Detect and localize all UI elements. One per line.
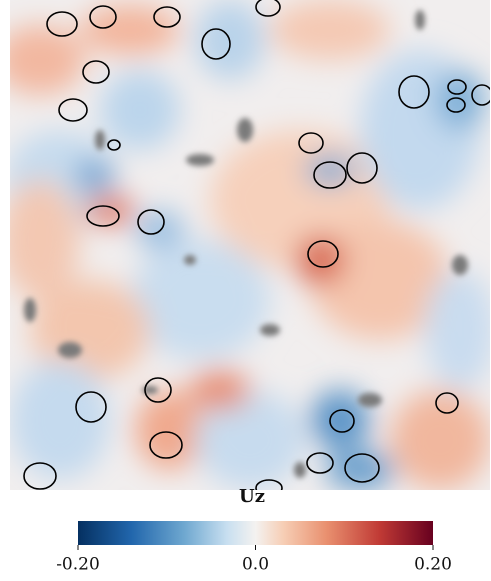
contour-patch xyxy=(184,255,196,265)
contour-patch xyxy=(237,118,253,142)
field-patch xyxy=(425,270,490,390)
field-patch xyxy=(10,180,80,300)
field-patch xyxy=(190,370,250,410)
field-patch xyxy=(195,390,305,490)
contour-patch xyxy=(415,10,425,30)
vortex-circle xyxy=(298,132,324,154)
field-patch xyxy=(305,155,355,185)
field-patch xyxy=(295,235,345,285)
vortex-circle xyxy=(75,391,107,423)
field-patch xyxy=(435,70,485,130)
contour-patch xyxy=(24,298,36,322)
field-patch xyxy=(325,450,395,490)
vortex-circle xyxy=(58,98,88,122)
contour-patch xyxy=(358,393,382,407)
contour-patch xyxy=(58,342,82,358)
vortex-circle xyxy=(86,205,120,227)
contour-patch xyxy=(294,462,306,478)
vortex-circles xyxy=(23,0,490,490)
field-patch xyxy=(75,160,115,190)
vortex-circle xyxy=(153,6,181,28)
contour-patch xyxy=(95,130,105,150)
colorbar-tick-label: 0.0 xyxy=(242,555,269,575)
vortex-circle xyxy=(149,431,183,459)
contour-patch xyxy=(186,154,214,166)
field-patch xyxy=(310,390,370,450)
vortex-circle xyxy=(329,409,355,433)
vortex-circle xyxy=(344,453,380,483)
vortex-circle xyxy=(435,392,459,414)
vortex-circle xyxy=(201,28,231,60)
colorbar xyxy=(78,521,433,545)
colorbar-tick-label: -0.20 xyxy=(56,555,100,575)
vortex-circle xyxy=(144,377,172,403)
field-patch xyxy=(310,220,450,340)
field-patches xyxy=(10,0,490,490)
vortex-circle xyxy=(82,60,110,84)
contour-patch xyxy=(142,386,158,394)
field-patch xyxy=(80,5,180,55)
field-patch xyxy=(135,390,205,470)
field-patch xyxy=(390,390,490,490)
vortex-circle xyxy=(346,152,378,184)
vortex-circle xyxy=(313,161,347,189)
field-patch xyxy=(10,25,85,95)
vortex-circle xyxy=(255,479,283,490)
vortex-circle xyxy=(446,97,466,113)
vortex-circle xyxy=(46,11,78,37)
contour-patch xyxy=(260,324,280,336)
field-patch xyxy=(100,70,180,150)
field-patch xyxy=(10,360,110,480)
vortex-circle xyxy=(255,0,281,17)
colorbar-ticks: -0.20 0.0 0.20 xyxy=(56,545,452,575)
vortex-circle xyxy=(398,75,430,109)
field-patch xyxy=(85,195,135,225)
colorbar-tick-label: 0.20 xyxy=(414,555,452,575)
vortex-circle xyxy=(447,79,467,95)
velocity-field xyxy=(10,0,490,490)
contour-patches xyxy=(24,10,468,478)
field-patch xyxy=(270,0,390,60)
vortex-circle xyxy=(137,209,165,235)
vortex-circle xyxy=(471,84,490,106)
vortex-circle xyxy=(23,462,57,490)
vortex-circle xyxy=(89,5,117,29)
field-patch xyxy=(30,280,150,380)
colorbar-label: Uz xyxy=(239,486,265,507)
vortex-circle xyxy=(307,240,339,268)
vortex-circle xyxy=(107,139,121,151)
field-patch xyxy=(130,240,270,360)
contour-patch xyxy=(452,255,468,275)
vortex-circle xyxy=(306,452,334,474)
